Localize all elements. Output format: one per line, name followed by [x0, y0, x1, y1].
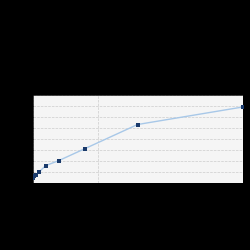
Y-axis label: OD: OD	[5, 134, 11, 144]
X-axis label: Rat Breast cancer type 1 susceptibility protein homolog
Concentration (pg/ml): Rat Breast cancer type 1 susceptibility …	[50, 200, 226, 211]
